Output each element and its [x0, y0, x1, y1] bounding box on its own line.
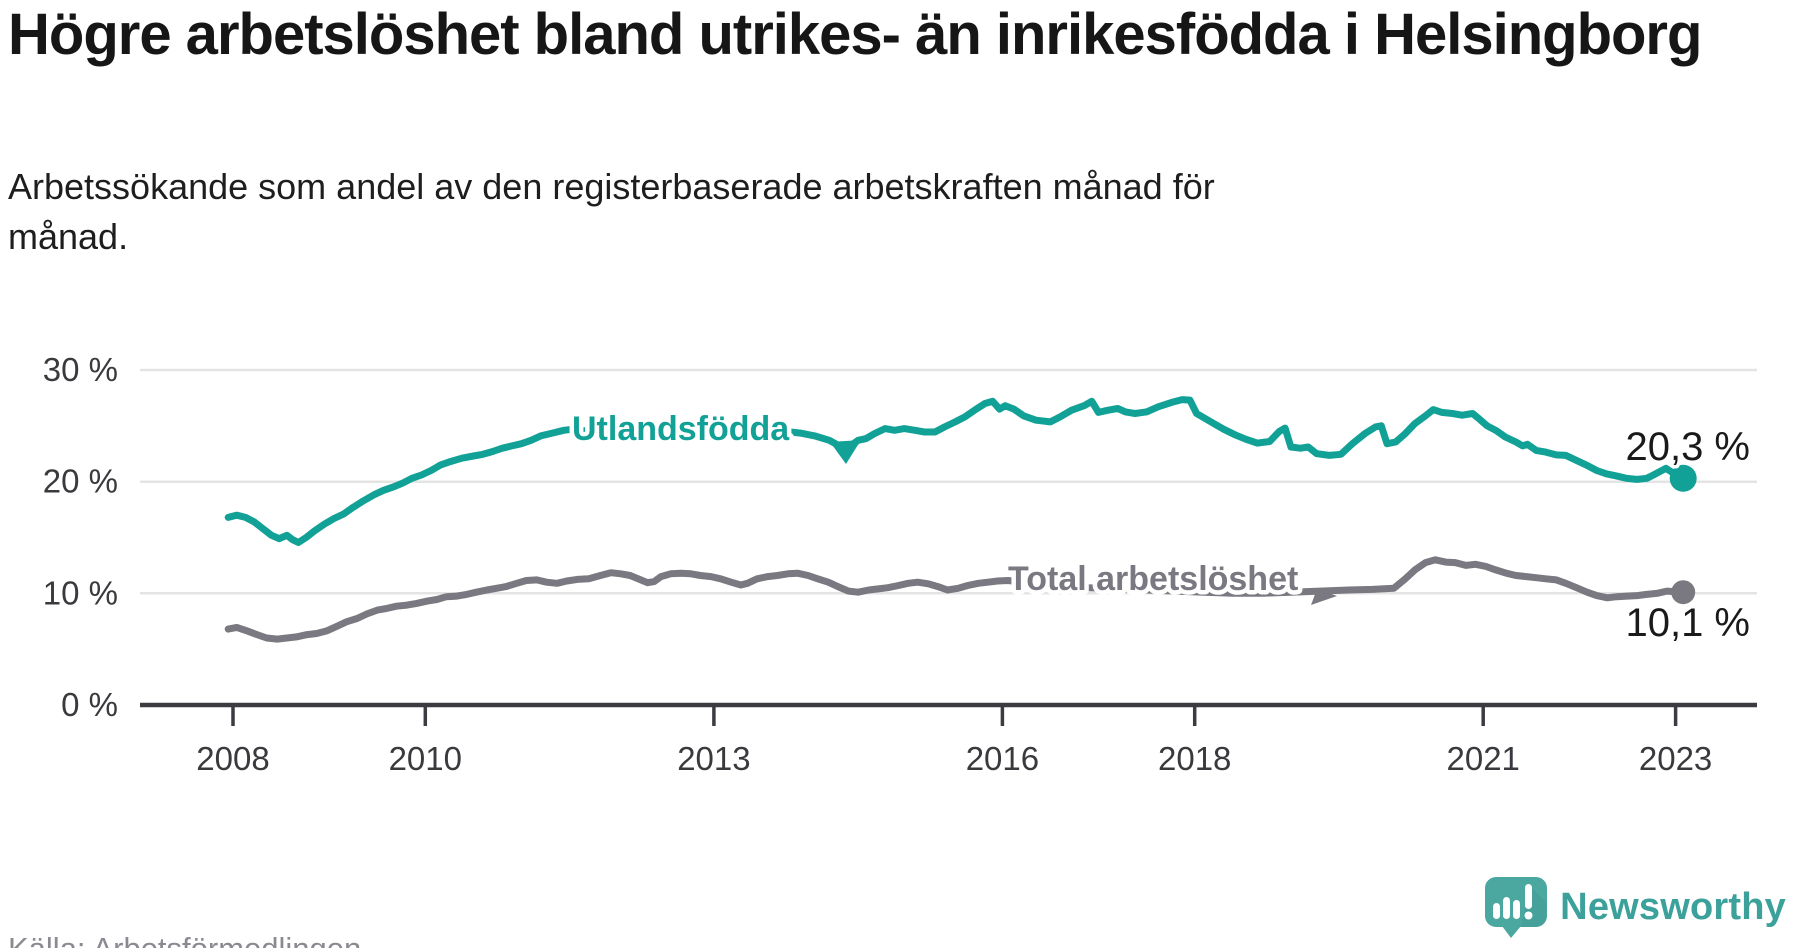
- series-label-utlandsfodda: Utlandsfödda: [572, 410, 790, 448]
- logo-bubble-tail: [1502, 926, 1522, 938]
- source-note: Källa: Arbetsförmedlingen: [8, 931, 361, 948]
- newsworthy-branding: Newsworthy: [1484, 876, 1786, 938]
- y-tick-label-20: 20 %: [43, 463, 118, 500]
- page-title: Högre arbetslöshet bland utrikes- än inr…: [8, 2, 1702, 67]
- series-end-dot-utlandsfodda: [1669, 464, 1697, 492]
- x-axis-labels: 2008 2010 2013 2016 2018 2021 2023: [196, 740, 1712, 777]
- x-tick-label-2008: 2008: [196, 740, 269, 777]
- total-pointer-arrow-icon: [1311, 589, 1337, 605]
- y-tick-label-30: 30 %: [43, 351, 118, 388]
- logo-exclamation-dot: [1524, 911, 1533, 920]
- series-line-utlandsfodda: [224, 396, 1687, 546]
- x-tick-label-2016: 2016: [966, 740, 1039, 777]
- logo-bar-small: [1493, 903, 1501, 919]
- x-axis: [140, 702, 1757, 726]
- x-tick-label-2018: 2018: [1158, 740, 1231, 777]
- end-value-label-utlandsfodda: 20,3 %: [1625, 425, 1750, 469]
- chart-subtitle: Arbetssökande som andel av den registerb…: [8, 166, 1215, 257]
- end-value-label-total: 10,1 %: [1625, 601, 1750, 645]
- y-axis-labels: 30 % 20 % 10 % 0 %: [43, 351, 118, 723]
- x-tick-label-2013: 2013: [677, 740, 750, 777]
- series-annotations: Utlandsfödda Total arbetslöshet 20,3 % 1…: [568, 406, 1754, 649]
- utlandsfodda-pointer-arrow-icon: [830, 440, 861, 464]
- series-lines: [224, 396, 1697, 643]
- y-tick-label-10: 10 %: [43, 574, 118, 611]
- x-tick-label-2010: 2010: [389, 740, 462, 777]
- x-tick-label-2023: 2023: [1639, 740, 1712, 777]
- newsworthy-logo-text: Newsworthy: [1560, 885, 1786, 928]
- newsworthy-logo-icon: [1485, 877, 1548, 938]
- series-line-total: [224, 556, 1687, 643]
- series-end-dot-total: [1671, 580, 1696, 605]
- y-tick-label-0: 0 %: [61, 686, 118, 723]
- logo-bar-tall: [1503, 897, 1511, 919]
- x-tick-label-2021: 2021: [1446, 740, 1519, 777]
- series-label-total: Total arbetslöshet: [1008, 560, 1298, 598]
- logo-exclamation-bar: [1525, 884, 1533, 909]
- gridlines: [140, 368, 1757, 595]
- logo-bar-medium: [1513, 900, 1521, 919]
